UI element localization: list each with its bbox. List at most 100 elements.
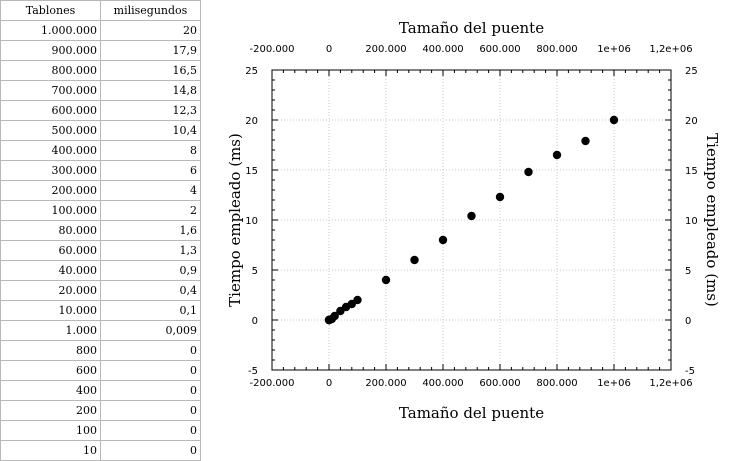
x-tick-label-top: 0 xyxy=(326,44,332,55)
table-header-row: Tablones milisegundos xyxy=(0,0,201,21)
table-row[interactable]: 20.000 0,4 xyxy=(0,280,201,301)
x-tick-label-top: 1e+06 xyxy=(597,44,631,55)
cell-tablones[interactable]: 600 xyxy=(0,360,101,381)
table-row[interactable]: 600.000 12,3 xyxy=(0,100,201,121)
cell-tablones[interactable]: 200 xyxy=(0,400,101,421)
table-row[interactable]: 400 0 xyxy=(0,380,201,401)
cell-tablones[interactable]: 60.000 xyxy=(0,240,101,261)
data-point[interactable] xyxy=(524,167,533,177)
y-tick-label-right: 20 xyxy=(685,116,698,127)
table-row[interactable]: 100 0 xyxy=(0,420,201,441)
cell-milisegundos[interactable]: 6 xyxy=(100,160,201,181)
cell-tablones[interactable]: 1.000 xyxy=(0,320,101,341)
cell-milisegundos[interactable]: 0,1 xyxy=(100,300,201,321)
cell-tablones[interactable]: 700.000 xyxy=(0,80,101,101)
cell-milisegundos[interactable]: 4 xyxy=(100,180,201,201)
cell-milisegundos[interactable]: 14,8 xyxy=(100,80,201,101)
cell-tablones[interactable]: 100 xyxy=(0,420,101,441)
cell-tablones[interactable]: 800 xyxy=(0,340,101,361)
cell-milisegundos[interactable]: 16,5 xyxy=(100,60,201,81)
data-point[interactable] xyxy=(438,235,448,245)
table-row[interactable]: 200 0 xyxy=(0,400,201,421)
x-tick-label-top: 800.000 xyxy=(536,44,577,55)
cell-tablones[interactable]: 900.000 xyxy=(0,40,101,61)
x-tick-label-bottom: 800.000 xyxy=(536,378,577,389)
cell-tablones[interactable]: 200.000 xyxy=(0,180,101,201)
cell-milisegundos[interactable]: 2 xyxy=(100,200,201,221)
data-point[interactable] xyxy=(467,211,476,221)
data-point[interactable] xyxy=(495,192,505,202)
table-body: 1.000.000 20 900.000 17,9 800.000 16,5 700.000… xyxy=(0,20,201,461)
cell-milisegundos[interactable]: 1,3 xyxy=(100,240,201,261)
cell-tablones[interactable]: 10.000 xyxy=(0,300,101,321)
y-tick-label-right: 5 xyxy=(685,266,691,277)
data-point[interactable] xyxy=(410,255,419,265)
cell-milisegundos[interactable]: 20 xyxy=(100,20,201,41)
table-row[interactable]: 600 0 xyxy=(0,360,201,381)
table-row[interactable]: 100.000 2 xyxy=(0,200,201,221)
cell-milisegundos[interactable]: 0,4 xyxy=(100,280,201,301)
cell-milisegundos[interactable]: 0 xyxy=(100,400,201,421)
cell-tablones[interactable]: 100.000 xyxy=(0,200,101,221)
cell-milisegundos[interactable]: 10,4 xyxy=(100,120,201,141)
table-row[interactable]: 10.000 0,1 xyxy=(0,300,201,321)
data-point[interactable] xyxy=(381,275,391,285)
cell-tablones[interactable]: 400 xyxy=(0,380,101,401)
cell-tablones[interactable]: 500.000 xyxy=(0,120,101,141)
column-header-tablones[interactable]: Tablones xyxy=(0,0,101,21)
cell-milisegundos[interactable]: 17,9 xyxy=(100,40,201,61)
x-tick-label-top: 200.000 xyxy=(365,44,406,55)
cell-milisegundos[interactable]: 12,3 xyxy=(100,100,201,121)
cell-milisegundos[interactable]: 0,009 xyxy=(100,320,201,341)
cell-tablones[interactable]: 300.000 xyxy=(0,160,101,181)
y-tick-label-left: 15 xyxy=(245,166,258,177)
table-row[interactable]: 300.000 6 xyxy=(0,160,201,181)
table-row[interactable]: 1.000 0,009 xyxy=(0,320,201,341)
data-point[interactable] xyxy=(609,115,619,125)
cell-milisegundos[interactable]: 0 xyxy=(100,420,201,441)
y-tick-label-left: 25 xyxy=(245,66,258,77)
cell-milisegundos[interactable]: 0 xyxy=(100,360,201,381)
column-header-milisegundos[interactable]: milisegundos xyxy=(100,0,201,21)
data-point[interactable] xyxy=(336,306,345,316)
cell-milisegundos[interactable]: 1,6 xyxy=(100,220,201,241)
table-row[interactable]: 200.000 4 xyxy=(0,180,201,201)
x-axis-title-bottom: Tamaño del puente xyxy=(399,404,544,422)
cell-milisegundos[interactable]: 0 xyxy=(100,340,201,361)
table-row[interactable]: 700.000 14,8 xyxy=(0,80,201,101)
table-row[interactable]: 800.000 16,5 xyxy=(0,60,201,81)
x-tick-label-top: 1,2e+06 xyxy=(649,44,692,55)
cell-tablones[interactable]: 20.000 xyxy=(0,280,101,301)
cell-tablones[interactable]: 40.000 xyxy=(0,260,101,281)
y-tick-label-left: 5 xyxy=(252,266,258,277)
cell-milisegundos[interactable]: 8 xyxy=(100,140,201,161)
x-tick-label-bottom: 0 xyxy=(326,378,332,389)
y-tick-label-left: -5 xyxy=(248,366,258,377)
cell-tablones[interactable]: 800.000 xyxy=(0,60,101,81)
data-point[interactable] xyxy=(552,150,562,160)
table-row[interactable]: 400.000 8 xyxy=(0,140,201,161)
table-row[interactable]: 60.000 1,3 xyxy=(0,240,201,261)
data-point[interactable] xyxy=(581,136,590,146)
scatter-chart: -200.000 -200.000 0 0 200.000 200.000 400.000 4… xyxy=(226,19,721,422)
table-row[interactable]: 800 0 xyxy=(0,340,201,361)
table-row[interactable]: 40.000 0,9 xyxy=(0,260,201,281)
ticks-layer: -200.000 -200.000 0 0 200.000 200.000 400.000 4… xyxy=(245,44,697,389)
y-tick-label-right: 25 xyxy=(685,66,698,77)
y-tick-label-right: 15 xyxy=(685,166,698,177)
y-tick-label-right: -5 xyxy=(685,366,695,377)
x-tick-label-bottom: 1e+06 xyxy=(597,378,631,389)
table-row[interactable]: 1.000.000 20 xyxy=(0,20,201,41)
y-tick-label-left: 20 xyxy=(245,116,258,127)
cell-milisegundos[interactable]: 0 xyxy=(100,380,201,401)
cell-tablones[interactable]: 80.000 xyxy=(0,220,101,241)
cell-tablones[interactable]: 600.000 xyxy=(0,100,101,121)
cell-milisegundos[interactable]: 0,9 xyxy=(100,260,201,281)
table-row[interactable]: 80.000 1,6 xyxy=(0,220,201,241)
cell-tablones[interactable]: 1.000.000 xyxy=(0,20,101,41)
x-tick-label-bottom: -200.000 xyxy=(250,378,295,389)
cell-tablones[interactable]: 400.000 xyxy=(0,140,101,161)
table-row[interactable]: 500.000 10,4 xyxy=(0,120,201,141)
table-row[interactable]: 900.000 17,9 xyxy=(0,40,201,61)
data-point[interactable] xyxy=(324,315,334,325)
